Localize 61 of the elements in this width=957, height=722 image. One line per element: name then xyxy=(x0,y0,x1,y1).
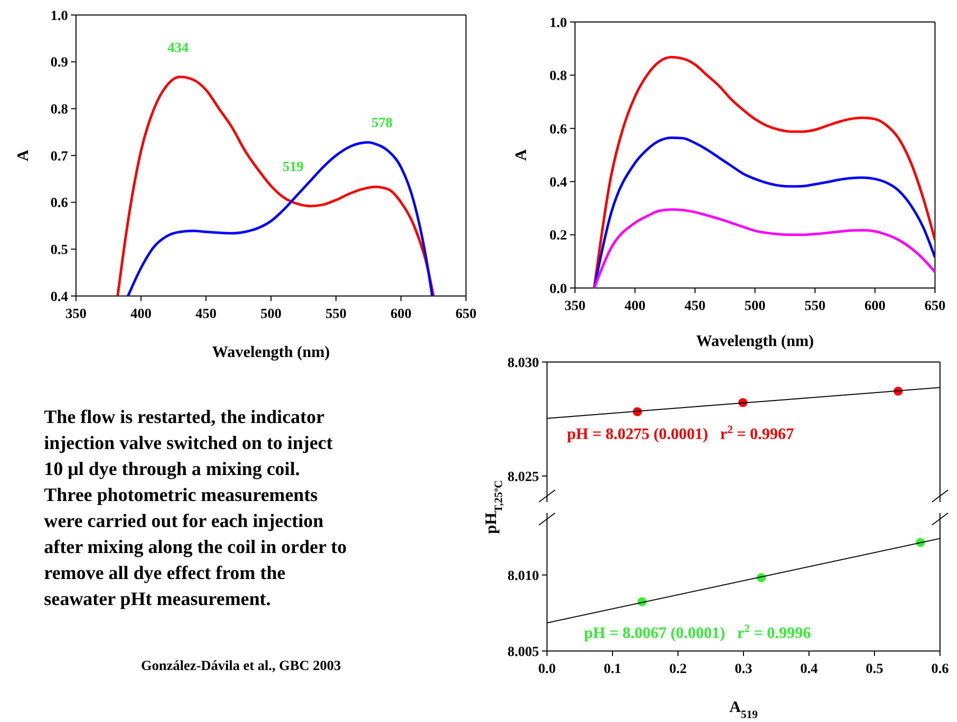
x-tick-label: 0.4 xyxy=(800,662,818,677)
line-series xyxy=(592,136,935,288)
x-tick-label: 400 xyxy=(130,307,152,322)
y-tick-label: 1.0 xyxy=(550,16,567,31)
y-tick-label: 0.6 xyxy=(550,122,567,138)
x-tick-label: 0.0 xyxy=(538,662,556,677)
text: 10 μl dye through a mixing coil. xyxy=(44,459,300,480)
y-axis-title: A xyxy=(513,148,530,161)
x-tick-label: 400 xyxy=(624,299,646,314)
line-series xyxy=(126,141,434,296)
line-series xyxy=(592,208,935,288)
x-tick-label: 650 xyxy=(456,307,476,322)
x-tick-label: 550 xyxy=(326,307,346,322)
y-tick-label: 1.0 xyxy=(50,8,68,24)
line-series xyxy=(116,76,435,296)
y-tick-label: 0.8 xyxy=(50,102,68,118)
y-tick-label: 8.010 xyxy=(508,568,539,584)
x-tick-label: 0.6 xyxy=(931,662,949,677)
text: after mixing along the coil in order to xyxy=(44,537,347,558)
annotation: 434 xyxy=(168,41,188,56)
x-tick-label: 550 xyxy=(804,299,826,314)
y-tick-label: 8.030 xyxy=(508,356,539,371)
x-tick-label: 450 xyxy=(196,307,216,322)
x-tick-label: 650 xyxy=(924,299,946,314)
text: The flow is restarted, the indicator xyxy=(44,407,325,428)
y-tick-label: 8.025 xyxy=(508,470,539,485)
x-tick-label: 350 xyxy=(66,307,86,322)
x-tick-label: 600 xyxy=(390,307,412,322)
x-tick-label: 0.2 xyxy=(669,662,687,677)
y-tick-label: 0.9 xyxy=(50,56,68,71)
x-axis-title: Wavelength (nm) xyxy=(212,344,330,361)
y-tick-label: 0.6 xyxy=(50,196,68,212)
y-tick-label: 0.8 xyxy=(550,69,567,84)
annotation: 578 xyxy=(372,116,392,131)
text: remove all dye effect from the xyxy=(44,563,286,584)
text: Three photometric measurements xyxy=(44,485,318,506)
x-tick-label: 350 xyxy=(564,299,586,314)
text: seawater pHt measurement. xyxy=(44,589,271,610)
y-tick-label: 0.4 xyxy=(550,176,567,190)
annotation: 519 xyxy=(282,160,304,175)
x-tick-label: 450 xyxy=(684,299,706,314)
x-axis-title: Wavelength (nm) xyxy=(696,333,814,350)
x-tick-label: 0.5 xyxy=(866,662,884,677)
line-series xyxy=(592,56,935,288)
text: injection valve switched on to inject xyxy=(44,433,334,454)
y-tick-label: 0.5 xyxy=(50,243,68,258)
x-tick-label: 0.3 xyxy=(734,662,752,677)
text: González-Dávila et al., GBC 2003 xyxy=(141,659,341,674)
annotation: pH = 8.0067 (0.0001) r$^{2}$ = 0.9996 xyxy=(584,623,811,642)
x-axis-title: A$_{519}$ xyxy=(729,699,758,721)
x-tick-label: 500 xyxy=(744,299,766,314)
x-tick-label: 600 xyxy=(864,299,886,314)
y-tick-label: 8.005 xyxy=(508,644,539,660)
y-axis-title: A xyxy=(15,149,32,162)
y-tick-label: 0.7 xyxy=(50,149,68,164)
y-tick-label: 0.0 xyxy=(550,282,567,297)
x-tick-label: 500 xyxy=(260,307,282,322)
x-tick-label: 0.1 xyxy=(604,662,622,677)
text: were carried out for each injection xyxy=(44,511,324,532)
y-tick-label: 0.2 xyxy=(550,228,567,244)
annotation: pH = 8.0275 (0.0001) r$^{2}$ = 0.9967 xyxy=(567,424,794,443)
